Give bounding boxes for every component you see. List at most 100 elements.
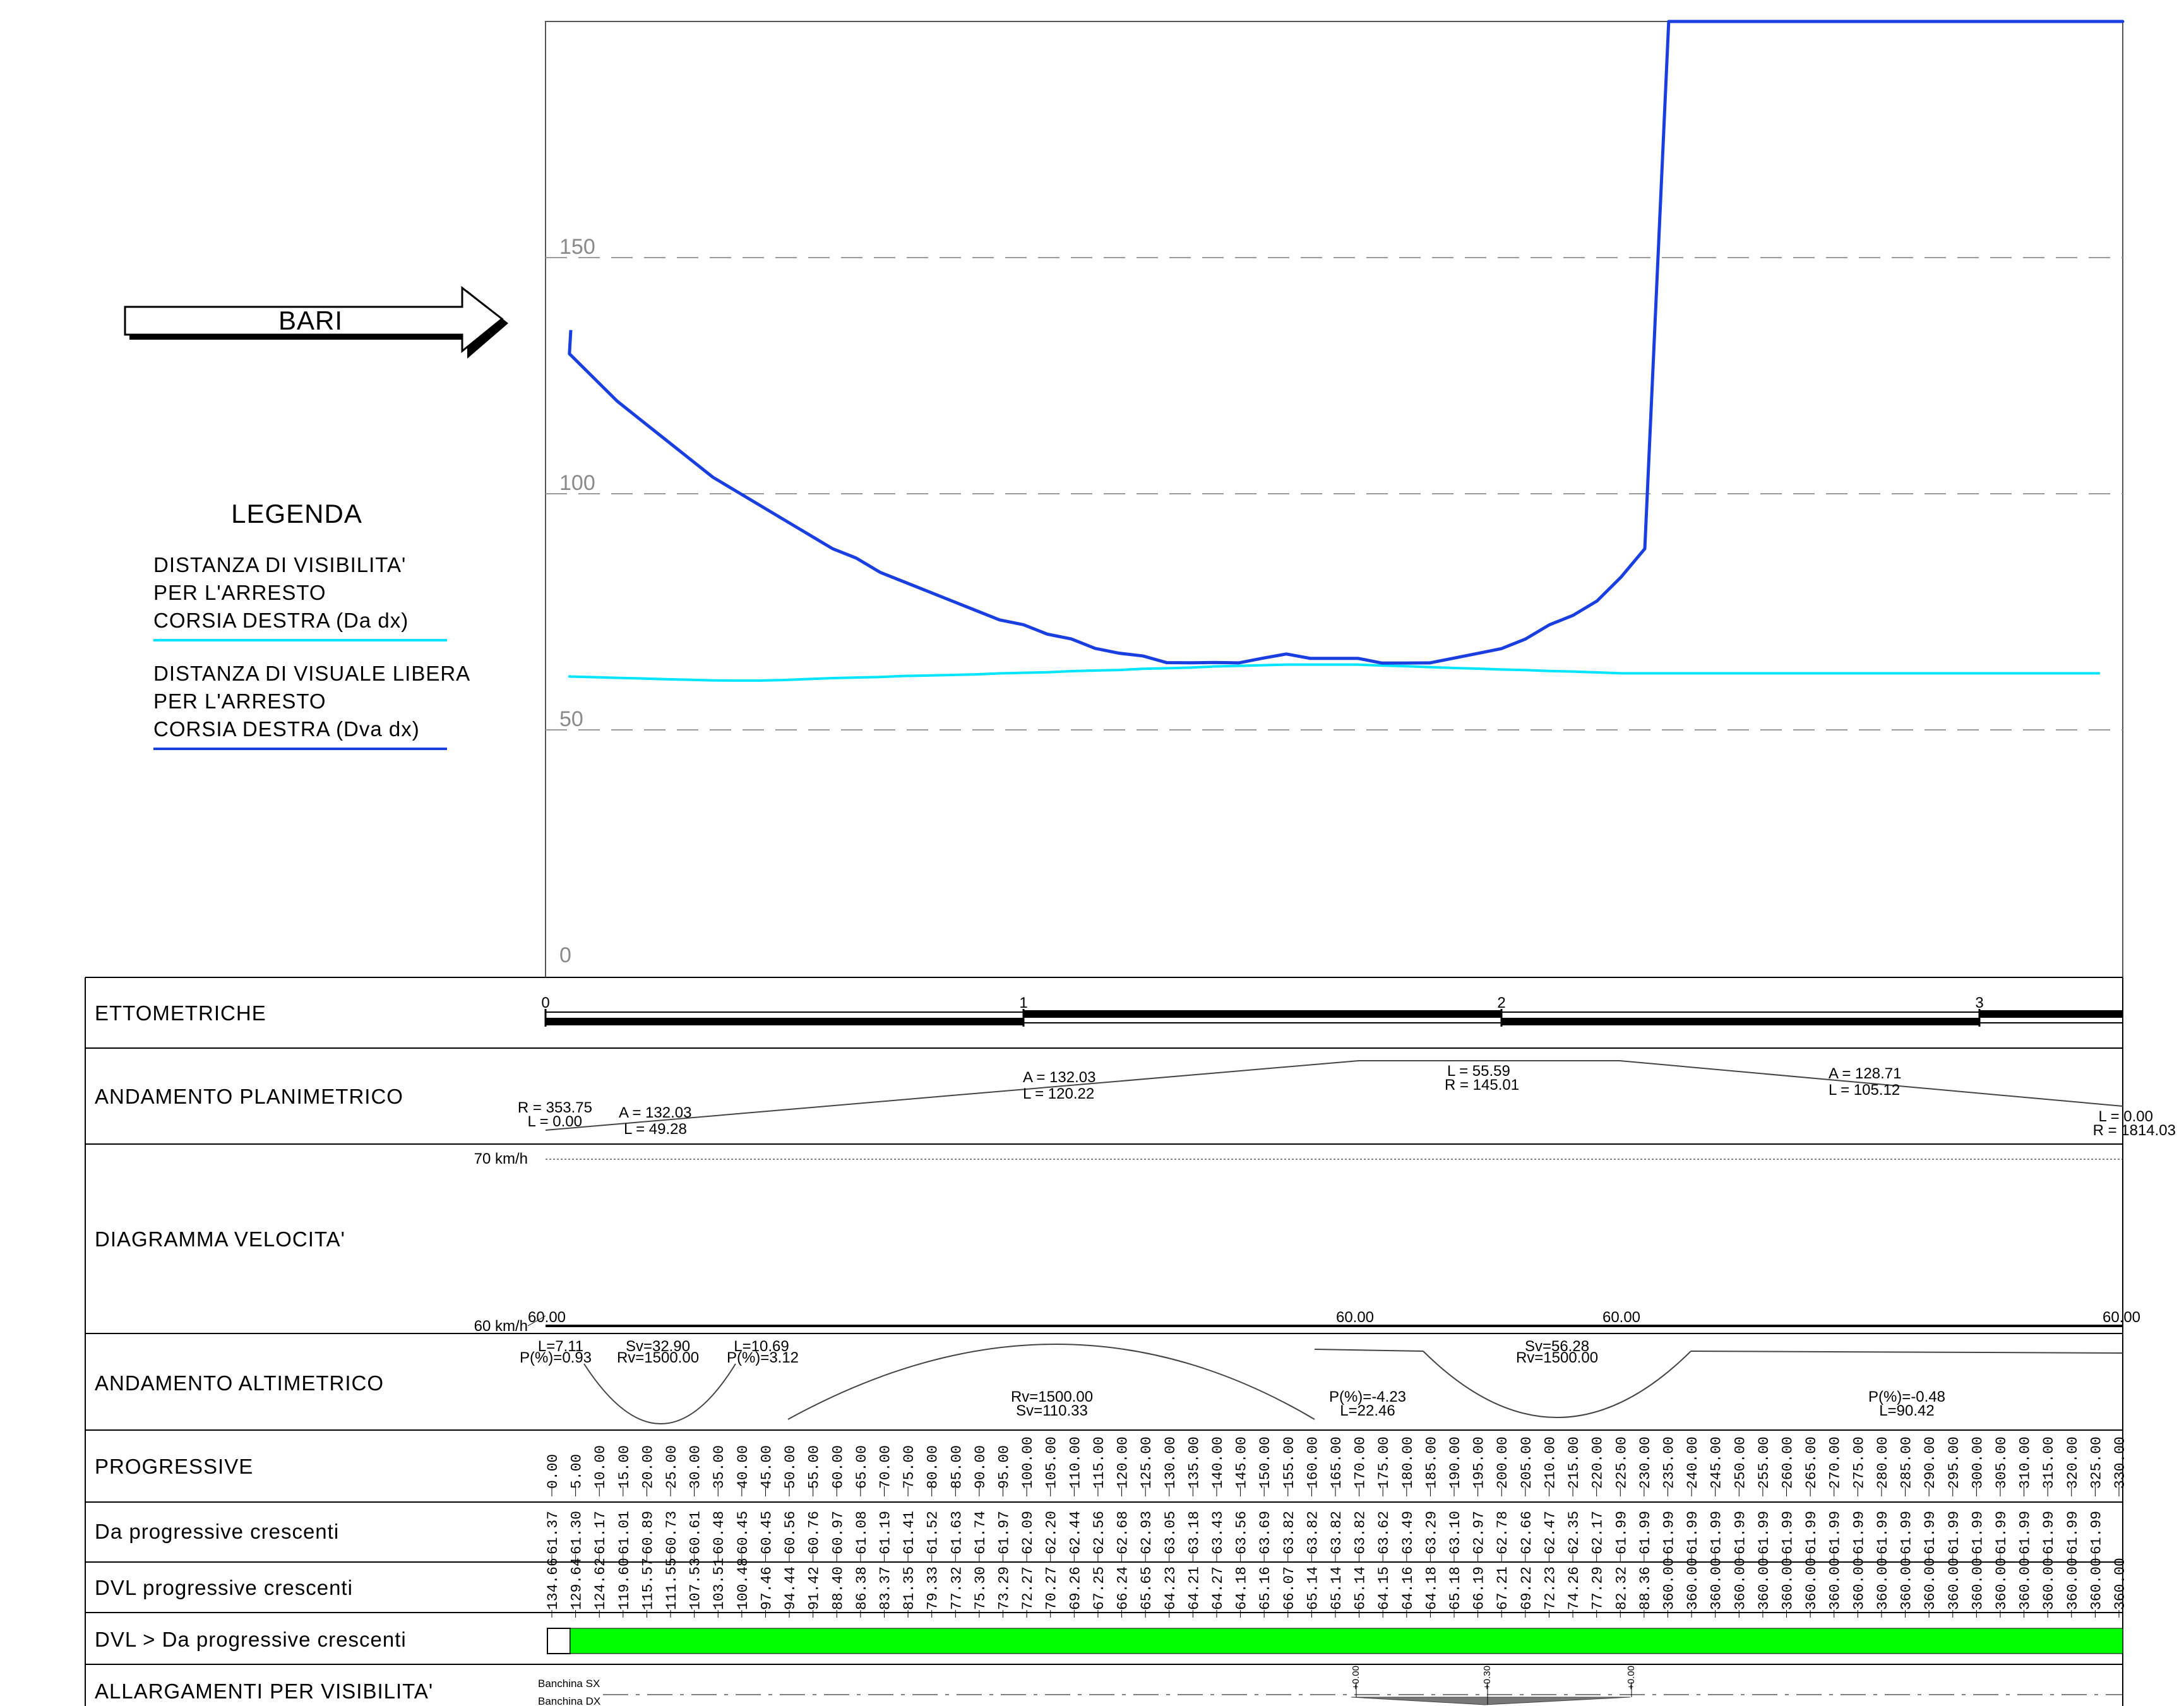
dvl-value: 65.14 <box>1352 1566 1369 1610</box>
dvl-value: 75.30 <box>972 1566 989 1610</box>
dvl-value: 65.14 <box>1304 1566 1321 1610</box>
progressive-value: 280.00 <box>1875 1436 1891 1489</box>
da-value: 63.05 <box>1162 1511 1179 1554</box>
allarg-mark-1: +0.00 <box>1351 1666 1361 1690</box>
da-value: 60.73 <box>664 1511 680 1554</box>
plan-label-6a: L = 0.00 <box>2098 1108 2153 1125</box>
da-value: 63.82 <box>1304 1511 1321 1554</box>
da-value: 61.01 <box>616 1511 633 1554</box>
dvl-value: 72.23 <box>1542 1566 1558 1610</box>
plan-label-1b: L = 0.00 <box>527 1113 582 1130</box>
dvl-value: 66.19 <box>1471 1566 1488 1610</box>
progressive-value: 140.00 <box>1210 1436 1226 1489</box>
dvl-value: 65.16 <box>1257 1566 1274 1610</box>
dvl-value: 119.60 <box>616 1558 633 1610</box>
progressive-value: 160.00 <box>1304 1436 1321 1489</box>
progressive-value: 105.00 <box>1044 1436 1060 1489</box>
progressive-value: 200.00 <box>1495 1436 1511 1489</box>
banchina-sx-label: Banchina SX <box>538 1678 600 1690</box>
da-value: 63.49 <box>1400 1511 1416 1554</box>
alti-label-7a: P(%)=-0.48 <box>1868 1388 1945 1405</box>
progressive-value: 275.00 <box>1851 1436 1867 1489</box>
da-value: 61.99 <box>1993 1511 2010 1554</box>
alti-label-2b: Rv=1500.00 <box>617 1349 699 1366</box>
progressive-value: 45.00 <box>758 1445 775 1489</box>
row-label-dvl: DVL progressive crescenti <box>95 1576 353 1599</box>
dvl-value: 100.48 <box>735 1558 751 1610</box>
dvl-value: 360.00 <box>1756 1558 1772 1610</box>
da-value: 62.09 <box>1020 1511 1036 1554</box>
row-label-allargamenti: ALLARGAMENTI PER VISIBILITA' <box>95 1679 433 1703</box>
progressive-value: 270.00 <box>1827 1436 1844 1489</box>
dvl-value: 360.00 <box>1780 1558 1796 1610</box>
progressive-value: 5.00 <box>569 1454 585 1489</box>
dvl-value: 360.00 <box>1922 1558 1938 1610</box>
legend-item2-line1: DISTANZA DI VISUALE LIBERA <box>153 662 470 685</box>
progressive-value: 100.00 <box>1020 1436 1036 1489</box>
dvl-value: 129.64 <box>569 1558 585 1610</box>
dvl-value: 360.00 <box>2088 1558 2104 1610</box>
y-tick-label: 100 <box>559 471 595 495</box>
progressive-value: 50.00 <box>782 1445 799 1489</box>
planimetrico-profile: R = 353.75 L = 0.00 A = 132.03 L = 49.28… <box>518 1060 2176 1139</box>
da-value: 61.99 <box>1709 1511 1725 1554</box>
progressive-value: 20.00 <box>640 1445 656 1489</box>
progressive-value: 15.00 <box>616 1445 633 1489</box>
da-value: 61.17 <box>592 1511 609 1554</box>
plan-label-4b: R = 145.01 <box>1445 1077 1519 1094</box>
da-value: 63.18 <box>1186 1511 1202 1554</box>
alti-label-1a: L=7.11 <box>538 1338 583 1355</box>
da-value: 60.97 <box>830 1511 846 1554</box>
progressive-value: 165.00 <box>1328 1436 1345 1489</box>
dvl-value: 69.22 <box>1519 1566 1535 1610</box>
dvl-value: 64.21 <box>1186 1566 1202 1610</box>
da-values: 61.37 61.30 61.17 61.01 60.89 60.73 60.61 60.48… <box>545 1511 2104 1562</box>
plan-label-4a: L = 55.59 <box>1447 1063 1510 1080</box>
da-value: 61.99 <box>1946 1511 1962 1554</box>
progressive-value: 10.00 <box>592 1445 609 1489</box>
da-value: 61.99 <box>1661 1511 1677 1554</box>
alti-label-1b: P(%)=0.93 <box>520 1349 592 1366</box>
dvl-value: 360.00 <box>1803 1558 1820 1610</box>
velocita-bottom-label: 60 km/h <box>474 1318 528 1335</box>
progressive-value: 95.00 <box>996 1445 1013 1489</box>
legend-item1-line2: PER L'ARRESTO <box>153 581 326 604</box>
da-value: 61.99 <box>2065 1511 2081 1554</box>
y-tick-label: 50 <box>559 707 583 731</box>
y-tick-labels: 0 50 100 150 <box>559 235 595 967</box>
progressive-value: 110.00 <box>1067 1436 1083 1489</box>
da-value: 60.45 <box>735 1511 751 1554</box>
da-value: 61.63 <box>948 1511 965 1554</box>
progressive-value: 40.00 <box>735 1445 751 1489</box>
dvl-value: 111.55 <box>664 1558 680 1610</box>
y-tick-label: 0 <box>559 943 571 967</box>
progressive-value: 315.00 <box>2041 1436 2057 1489</box>
progressive-value: 0.00 <box>545 1454 561 1489</box>
velocita-diagram: 70 km/h 60 km/h 60.00 60.00 60.00 60.00 <box>474 1150 2140 1335</box>
progressive-value: 300.00 <box>1969 1436 1986 1489</box>
da-value: 62.35 <box>1566 1511 1582 1554</box>
dvl-value: 64.23 <box>1162 1566 1179 1610</box>
da-value: 63.43 <box>1210 1511 1226 1554</box>
da-value: 62.97 <box>1471 1511 1488 1554</box>
dvl-value: 360.00 <box>2041 1558 2057 1610</box>
plan-label-5a: A = 128.71 <box>1829 1065 1901 1082</box>
progressive-value: 205.00 <box>1519 1436 1535 1489</box>
velocita-value-4: 60.00 <box>2103 1309 2140 1326</box>
dvl-value: 94.44 <box>782 1566 799 1610</box>
da-value: 62.44 <box>1067 1511 1083 1554</box>
da-value: 60.56 <box>782 1511 799 1554</box>
alti-label-7b: L=90.42 <box>1879 1402 1934 1419</box>
dvl-value: 64.27 <box>1210 1566 1226 1610</box>
dvl-value: 360.00 <box>2065 1558 2081 1610</box>
da-value: 63.29 <box>1423 1511 1440 1554</box>
dvl-value: 103.51 <box>711 1558 727 1610</box>
progressive-value: 190.00 <box>1447 1436 1464 1489</box>
series-line-dva-dx <box>568 20 2125 665</box>
da-value: 61.52 <box>925 1511 941 1554</box>
dvl-value: 360.00 <box>1899 1558 1915 1610</box>
da-value: 61.37 <box>545 1511 561 1554</box>
legend-item1-line3: CORSIA DESTRA (Da dx) <box>153 609 409 632</box>
da-value: 61.74 <box>972 1511 989 1554</box>
dvl-value: 73.29 <box>996 1566 1013 1610</box>
